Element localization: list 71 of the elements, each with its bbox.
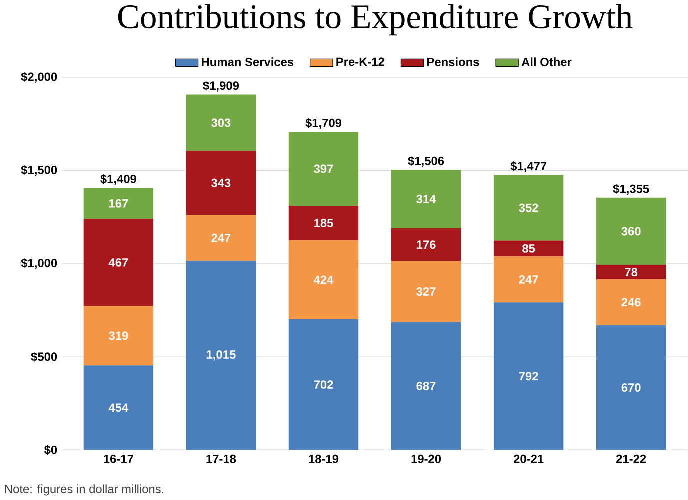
bar xyxy=(84,365,154,450)
data-label: 1,015 xyxy=(207,350,236,361)
bar xyxy=(494,175,564,241)
total-label: $1,909 xyxy=(203,80,240,92)
bar xyxy=(288,132,359,206)
bar xyxy=(84,306,154,366)
total-label: $1,709 xyxy=(306,118,342,129)
x-tick-label: 19-20 xyxy=(412,454,442,464)
bar xyxy=(186,94,256,152)
data-label: 702 xyxy=(314,380,334,389)
data-label: 352 xyxy=(519,204,538,212)
y-tick-label: $1,500 xyxy=(21,165,58,176)
bar xyxy=(494,240,564,257)
y-tick-label: $500 xyxy=(31,352,58,362)
data-label: 246 xyxy=(622,298,641,307)
total-label: $1,355 xyxy=(613,184,650,195)
data-label: 360 xyxy=(622,227,641,236)
bar xyxy=(596,325,666,450)
bar xyxy=(84,219,154,306)
data-label: 454 xyxy=(108,404,129,412)
bar xyxy=(84,188,154,220)
bar xyxy=(186,214,256,261)
data-label: 424 xyxy=(314,276,334,284)
x-tick-label: 18-19 xyxy=(309,454,339,464)
total-label: $1,477 xyxy=(510,161,547,172)
legend-label: Pensions xyxy=(428,58,480,66)
data-label: 314 xyxy=(416,194,436,204)
bar xyxy=(596,279,666,326)
data-label: 343 xyxy=(212,178,231,188)
data-label: 185 xyxy=(314,218,334,228)
legend-label: Pre-K-12 xyxy=(336,58,384,66)
total-label: $1,506 xyxy=(408,156,444,167)
bar xyxy=(391,170,462,228)
data-label: 670 xyxy=(622,383,641,392)
data-label: 303 xyxy=(212,118,231,128)
data-label: 247 xyxy=(519,275,538,284)
bar xyxy=(186,151,256,215)
legend-label: Human Services xyxy=(202,58,294,66)
x-tick-label: 17-18 xyxy=(206,454,236,464)
bar xyxy=(596,198,666,265)
y-tick-label: $1,000 xyxy=(21,258,58,270)
bar xyxy=(391,261,462,322)
bar xyxy=(494,256,564,303)
data-label: 397 xyxy=(314,164,334,174)
x-tick-label: 16-17 xyxy=(104,454,134,464)
x-tick-label: 21-22 xyxy=(616,454,646,464)
data-label: 467 xyxy=(108,258,128,267)
data-label: 792 xyxy=(519,372,538,381)
bar xyxy=(391,322,462,450)
bar xyxy=(494,302,564,450)
total-label: $1,409 xyxy=(100,174,136,186)
bar xyxy=(288,206,359,240)
bar xyxy=(288,319,359,450)
x-tick-label: 20-21 xyxy=(514,454,544,464)
bar xyxy=(391,228,462,262)
y-tick-label: $2,000 xyxy=(21,72,58,83)
text: Note: figures in dollar millions. xyxy=(5,484,164,496)
data-label: 176 xyxy=(417,240,436,250)
chart-title: Contributions to Expenditure Growth xyxy=(118,4,633,36)
bar xyxy=(596,264,666,280)
data-label: 78 xyxy=(625,268,638,276)
data-label: 85 xyxy=(522,244,536,253)
legend-label: All Other xyxy=(522,58,572,66)
data-label: 687 xyxy=(416,382,436,390)
data-label: 167 xyxy=(109,199,128,208)
y-tick-label: $0 xyxy=(44,445,58,455)
bar xyxy=(186,260,256,450)
data-label: 247 xyxy=(212,234,231,242)
data-label: 327 xyxy=(416,287,436,296)
bar xyxy=(288,240,359,320)
data-label: 319 xyxy=(109,332,128,340)
